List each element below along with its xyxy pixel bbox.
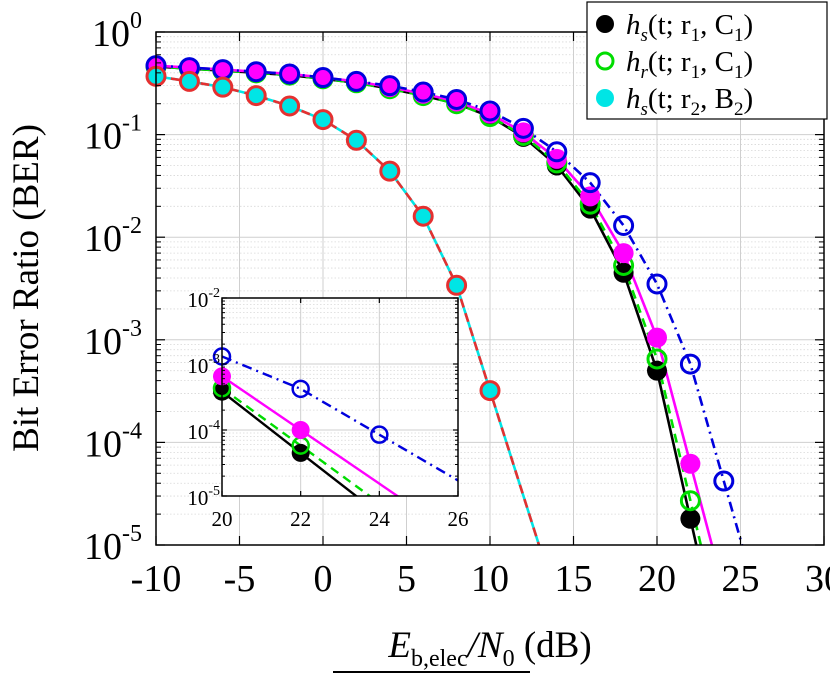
y-tick-label: 10-4 xyxy=(187,418,220,444)
x-tick-label: 5 xyxy=(397,558,416,600)
point-blue xyxy=(713,470,735,492)
main-series-markers xyxy=(145,55,735,529)
point-blue xyxy=(446,88,468,110)
legend-label-cyan: hs(t; r2, B2) xyxy=(626,83,753,120)
x-tick-labels: -10 -5 0 5 10 15 20 25 30 xyxy=(131,558,830,600)
point-magenta xyxy=(546,148,567,169)
y-tick-label: 10-5 xyxy=(84,521,142,568)
legend: hs(t; r1, C1)hr(t; r1, C1)hs(t; r2, B2) xyxy=(586,1,828,120)
point-cyan xyxy=(212,77,233,98)
y-tick-label: 10-3 xyxy=(187,352,220,378)
x-tick-label: 0 xyxy=(314,558,333,600)
point-red xyxy=(279,95,301,117)
x-tick-label: 22 xyxy=(290,507,311,531)
point-blue xyxy=(345,70,367,92)
y-tick-label: 10-1 xyxy=(84,111,142,158)
point-blue xyxy=(245,61,267,83)
point-blue xyxy=(679,353,701,375)
inset-x-tick-labels: 20 22 24 26 xyxy=(212,507,469,531)
point-magenta xyxy=(647,327,667,348)
point-red xyxy=(245,85,267,107)
inset-ticks xyxy=(221,297,459,497)
point-blue xyxy=(579,172,601,194)
y-tick-label: 10-4 xyxy=(84,418,142,465)
point-cyan xyxy=(313,109,333,130)
point-magenta xyxy=(246,61,267,82)
point-black xyxy=(613,262,634,283)
point-blue xyxy=(646,273,668,295)
legend-marker-green xyxy=(595,51,615,71)
point-cyan xyxy=(279,95,300,116)
point-cyan xyxy=(480,380,500,401)
legend-label-black: hs(t; r1, C1) xyxy=(626,9,753,46)
point-cyan xyxy=(246,85,267,106)
x-tick-label: 15 xyxy=(555,558,593,600)
y-axis-label: Bit Error Ratio (BER) xyxy=(6,124,47,452)
point-red xyxy=(212,76,234,98)
point-magenta xyxy=(346,71,367,92)
x-tick-label: 25 xyxy=(722,558,760,600)
y-tick-label: 10-2 xyxy=(187,286,220,312)
legend-label-green: hr(t; r1, C1) xyxy=(626,46,753,83)
point-blue xyxy=(546,141,568,163)
x-tick-label: 20 xyxy=(212,507,233,531)
x-tick-label: 10 xyxy=(471,558,509,600)
x-tick-label: 26 xyxy=(448,507,469,531)
inset-series-markers xyxy=(212,347,389,462)
point-red xyxy=(446,274,468,296)
x-tick-label: 20 xyxy=(638,558,676,600)
point-red xyxy=(479,380,501,402)
point-blue xyxy=(613,215,635,237)
point-magenta xyxy=(291,421,310,439)
point-magenta xyxy=(613,243,634,264)
point-blue xyxy=(379,75,401,97)
point-red xyxy=(178,70,200,92)
point-red xyxy=(412,205,434,227)
legend-marker-cyan xyxy=(596,89,614,107)
x-axis-label: Eb,elec/N0 (dB) xyxy=(387,625,591,672)
inset-background xyxy=(222,298,458,496)
y-tick-labels: 10-5 10-4 10-3 10-2 10-1 100 xyxy=(84,8,142,568)
point-cyan xyxy=(346,130,367,151)
point-cyan xyxy=(446,275,467,296)
point-green xyxy=(679,490,701,512)
inset-y-tick-labels: 10-5 10-4 10-3 10-2 xyxy=(187,286,220,510)
x-tick-label: 24 xyxy=(369,507,391,531)
point-magenta xyxy=(313,67,333,88)
point-red xyxy=(345,129,367,151)
point-cyan xyxy=(179,71,200,92)
point-magenta xyxy=(212,59,233,80)
y-tick-label: 10-3 xyxy=(84,316,142,363)
point-red xyxy=(312,109,334,131)
x-tick-label: 30 xyxy=(805,558,830,600)
point-cyan xyxy=(379,161,400,182)
point-blue xyxy=(370,425,389,444)
point-blue xyxy=(512,117,534,139)
inset-frame xyxy=(221,297,459,497)
point-blue xyxy=(279,63,301,85)
y-tick-label: 100 xyxy=(92,8,142,55)
point-red xyxy=(379,160,401,182)
point-magenta xyxy=(680,453,701,474)
point-blue xyxy=(479,100,501,122)
point-magenta xyxy=(279,63,300,84)
point-blue xyxy=(291,379,310,399)
point-green xyxy=(646,348,668,370)
legend-box xyxy=(586,1,828,120)
point-black xyxy=(680,508,701,529)
y-tick-label: 10-2 xyxy=(84,213,142,260)
point-cyan xyxy=(413,206,434,227)
point-blue xyxy=(412,81,434,103)
x-tick-label: -10 xyxy=(131,558,182,600)
y-tick-label: 10-5 xyxy=(187,484,220,510)
legend-marker-black xyxy=(596,15,614,33)
x-tick-label: -5 xyxy=(224,558,256,600)
point-blue xyxy=(312,67,334,89)
